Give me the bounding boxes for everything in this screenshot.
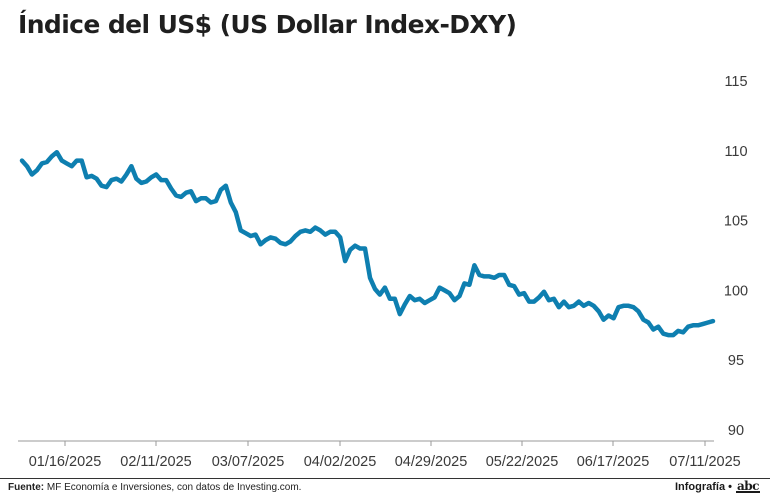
x-tick-label: 05/22/2025	[486, 454, 559, 470]
footer-divider	[0, 478, 770, 479]
chart-title: Índice del US$ (US Dollar Index-DXY)	[18, 10, 517, 39]
credit-text: Infografía •	[674, 481, 733, 493]
series-line-dxy	[19, 149, 716, 338]
y-tick-label: 115	[724, 74, 747, 90]
y-tick-label: 95	[728, 353, 744, 369]
line-chart: 01/16/2025 02/11/2025 03/07/2025 04/02/2025…	[18, 74, 748, 470]
x-tick-label: 03/07/2025	[212, 454, 285, 470]
source-label: Fuente:	[8, 482, 45, 493]
series-group	[19, 149, 716, 338]
x-axis: 01/16/2025 02/11/2025 03/07/2025 04/02/2025…	[18, 440, 741, 470]
x-tick-label: 04/02/2025	[304, 454, 377, 470]
x-tick-label: 01/16/2025	[29, 454, 102, 470]
source-note: Fuente: MF Economía e Inversiones, con d…	[8, 482, 301, 493]
y-tick-label: 105	[724, 214, 748, 230]
y-tick-label: 110	[724, 144, 747, 160]
x-tick-label: 04/29/2025	[395, 454, 468, 470]
y-axis: 115 110 105 100 95 90	[724, 74, 748, 439]
x-tick-label: 06/17/2025	[577, 454, 650, 470]
y-tick-label: 90	[728, 423, 744, 439]
abc-logo: abc	[736, 479, 760, 493]
x-tick-label: 02/11/2025	[120, 454, 192, 470]
y-tick-label: 100	[724, 283, 748, 299]
source-text: MF Economía e Inversiones, con datos de …	[44, 482, 302, 493]
x-tick-label: 07/11/2025	[669, 454, 741, 470]
credit: Infografía • abc	[674, 479, 760, 493]
